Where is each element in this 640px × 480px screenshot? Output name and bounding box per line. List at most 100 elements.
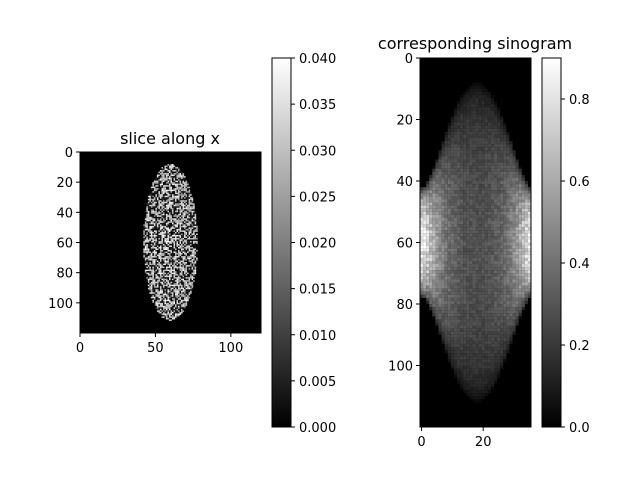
slice-pixel bbox=[184, 233, 186, 236]
sinogram-pixel bbox=[460, 285, 464, 289]
slice-pixel bbox=[152, 256, 154, 258]
sinogram-pixel bbox=[478, 325, 482, 329]
slice-pixel bbox=[158, 215, 160, 217]
sinogram-pixel bbox=[487, 122, 491, 126]
slice-pixel bbox=[153, 251, 156, 254]
slice-pixel bbox=[147, 284, 150, 287]
slice-pixel bbox=[159, 222, 162, 225]
slice-pixel bbox=[182, 210, 185, 213]
slice-pixel bbox=[176, 302, 179, 305]
sinogram-pixel bbox=[447, 184, 451, 188]
slice-pixel bbox=[167, 254, 170, 257]
sinogram-pixel bbox=[484, 181, 488, 185]
sinogram-pixel bbox=[494, 224, 498, 228]
slice-pixel bbox=[153, 236, 156, 239]
slice-pixel bbox=[185, 189, 188, 192]
slice-pixel bbox=[147, 272, 150, 275]
slice-pixel bbox=[172, 298, 174, 300]
slice-pixel bbox=[176, 292, 179, 294]
slice-pixel bbox=[181, 182, 183, 184]
slice-pixel bbox=[187, 207, 189, 210]
slice-pixel bbox=[178, 195, 180, 198]
sinogram-pixel bbox=[469, 91, 473, 95]
sinogram-pixel bbox=[460, 134, 464, 139]
sinogram-pixel bbox=[472, 122, 476, 126]
slice-pixel bbox=[168, 213, 171, 216]
sinogram-pixel bbox=[472, 319, 476, 323]
slice-pixel bbox=[161, 218, 164, 220]
slice-pixel bbox=[155, 278, 157, 281]
slice-pixel bbox=[149, 201, 151, 204]
sinogram-pixel bbox=[423, 248, 427, 252]
sinogram-pixel bbox=[450, 334, 454, 338]
sinogram-pixel bbox=[438, 153, 442, 157]
slice-pixel bbox=[176, 182, 179, 184]
sinogram-pixel bbox=[469, 141, 473, 145]
sinogram-pixel bbox=[487, 110, 491, 114]
slice-pixel bbox=[161, 254, 164, 257]
slice-pixel bbox=[167, 231, 170, 234]
sinogram-pixel bbox=[463, 224, 467, 228]
slice-pixel bbox=[172, 180, 174, 183]
sinogram-pixel bbox=[469, 288, 473, 292]
slice-pixel bbox=[165, 189, 168, 192]
slice-pixel bbox=[185, 195, 188, 198]
sinogram-pixel bbox=[450, 337, 454, 341]
sinogram-pixel bbox=[475, 371, 479, 375]
slice-pixel bbox=[194, 257, 197, 260]
slice-pixel bbox=[173, 219, 176, 222]
slice-pixel bbox=[158, 295, 160, 297]
slice-pixel bbox=[158, 203, 160, 205]
slice-pixel bbox=[165, 317, 168, 320]
sinogram-pixel bbox=[478, 217, 482, 222]
slice-pixel bbox=[168, 302, 171, 305]
sinogram-pixel bbox=[435, 196, 439, 200]
sinogram-pixel bbox=[490, 377, 495, 381]
sinogram-pixel bbox=[484, 257, 488, 262]
slice-pixel bbox=[149, 227, 151, 229]
slice-pixel bbox=[165, 218, 168, 220]
slice-pixel bbox=[185, 298, 188, 300]
slice-pixel bbox=[168, 174, 171, 177]
slice-pixel bbox=[196, 256, 198, 258]
sinogram-pixel bbox=[444, 168, 448, 172]
sinogram-pixel bbox=[460, 294, 464, 298]
slice-pixel bbox=[162, 272, 165, 275]
sinogram-pixel bbox=[463, 125, 467, 129]
slice-pixel bbox=[158, 290, 160, 293]
slice-pixel bbox=[161, 304, 164, 306]
sinogram-pixel bbox=[450, 134, 454, 139]
slice-pixel bbox=[185, 250, 188, 252]
slice-pixel bbox=[196, 240, 198, 243]
sinogram-pixel bbox=[438, 297, 442, 301]
sinogram-pixel bbox=[481, 196, 485, 200]
slice-pixel bbox=[179, 240, 182, 243]
slice-pixel bbox=[170, 191, 173, 193]
slice-pixel bbox=[190, 244, 192, 246]
sinogram-pixel bbox=[478, 208, 482, 212]
sinogram-pixel bbox=[450, 150, 454, 154]
slice-pixel bbox=[158, 174, 160, 177]
slice-pixel bbox=[152, 198, 154, 201]
slice-pixel bbox=[172, 278, 174, 281]
slice-pixel bbox=[193, 253, 195, 255]
slice-pixel bbox=[167, 248, 170, 251]
slice-pixel bbox=[144, 213, 147, 216]
sinogram-pixel bbox=[484, 134, 488, 139]
slice-pixel bbox=[158, 173, 160, 175]
slice-pixel bbox=[187, 230, 189, 232]
slice-pixel bbox=[168, 192, 171, 195]
slice-pixel bbox=[152, 290, 154, 293]
slice-pixel bbox=[188, 221, 191, 223]
slice-pixel bbox=[176, 198, 179, 201]
slice-pixel bbox=[182, 192, 185, 195]
sinogram-pixel bbox=[435, 177, 439, 182]
sinogram-pixel bbox=[478, 101, 482, 105]
sinogram-pixel bbox=[460, 291, 464, 295]
slice-pixel bbox=[155, 269, 157, 272]
sinogram-pixel bbox=[453, 242, 458, 246]
slice-pixel bbox=[181, 293, 183, 296]
sinogram-pixel bbox=[432, 193, 436, 197]
slice-pixel bbox=[173, 236, 176, 239]
